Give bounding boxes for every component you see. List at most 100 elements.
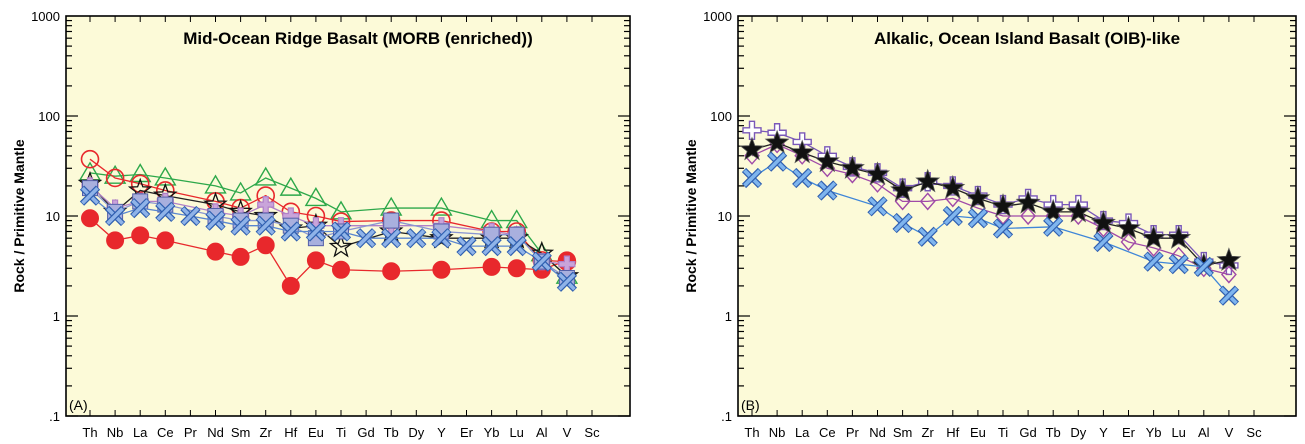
series-line [751, 160, 1230, 297]
x-tick-label-eu: Eu [308, 425, 324, 440]
data-point [482, 257, 501, 276]
x-tick-label-nb: Nb [769, 425, 786, 440]
data-point [839, 155, 865, 179]
y-axis-label: Rock / Primitive Mantle [683, 139, 699, 292]
data-point [430, 196, 453, 216]
data-point [1143, 251, 1164, 272]
data-point [1090, 209, 1116, 234]
data-point [406, 228, 427, 249]
data-point [1166, 225, 1192, 249]
y-tick-label: .1 [721, 409, 732, 424]
series-line [89, 158, 567, 263]
data-point [942, 205, 963, 227]
data-point [256, 236, 275, 255]
data-point [990, 193, 1016, 217]
data-point [281, 276, 300, 295]
series-4 [741, 151, 1240, 306]
data-point [965, 185, 991, 210]
data-point [130, 174, 150, 194]
data-point [890, 177, 916, 202]
data-point [180, 205, 201, 227]
data-point [279, 176, 303, 196]
data-point [456, 235, 477, 257]
data-point [481, 235, 502, 257]
data-point [330, 221, 352, 242]
data-point [864, 161, 891, 186]
data-point [106, 231, 125, 250]
data-point [867, 196, 888, 217]
data-point [431, 228, 452, 249]
data-point [1218, 285, 1240, 306]
x-tick-label-y: Y [1099, 425, 1108, 440]
x-tick-label-hf: Hf [946, 425, 959, 440]
x-tick-label-dy: Dy [408, 425, 424, 440]
data-point [917, 226, 938, 247]
x-tick-label-nb: Nb [107, 425, 124, 440]
data-point [1020, 206, 1037, 226]
y-tick-label: 1000 [703, 9, 732, 24]
data-point [230, 215, 251, 236]
x-tick-label-th: Th [82, 425, 97, 440]
y-tick-label: 10 [46, 209, 60, 224]
data-point [507, 259, 526, 278]
data-point [1220, 265, 1237, 284]
data-point [742, 120, 762, 140]
series-7 [79, 185, 578, 292]
x-tick-label-la: La [133, 425, 148, 440]
x-tick-label-y: Y [437, 425, 446, 440]
data-point [305, 221, 327, 242]
plot-frame [737, 15, 1297, 417]
data-point [1216, 247, 1242, 272]
x-tick-label-v: V [1225, 425, 1234, 440]
data-point [1168, 254, 1189, 275]
x-tick-label-zr: Zr [922, 425, 935, 440]
y-axis-ticks [66, 16, 630, 417]
y-tick-label: 1 [53, 309, 60, 324]
data-point [432, 260, 451, 279]
x-tick-label-nd: Nd [207, 425, 224, 440]
data-point [1141, 225, 1167, 249]
y-tick-label: .1 [49, 409, 60, 424]
data-point [817, 180, 838, 201]
data-point [892, 212, 913, 234]
chart-panel-b: 1000 100 10 1 .1 Th Nb La Ce Pr Nd Sm Zr Hf Eu Ti Gd Tb Dy… [683, 9, 1297, 440]
data-point [231, 247, 250, 266]
data-point [254, 166, 277, 186]
data-point [328, 234, 354, 258]
data-point [1093, 231, 1114, 253]
x-tick-label-yb: Yb [484, 425, 500, 440]
y-tick-label: 1 [725, 309, 732, 324]
series-line [89, 172, 568, 277]
data-point [255, 215, 276, 236]
data-point [128, 163, 152, 183]
data-point [915, 168, 941, 193]
data-point [306, 251, 325, 270]
data-point [280, 221, 301, 242]
data-point [79, 185, 101, 206]
data-point [1065, 198, 1091, 223]
chart-title: Alkalic, Ocean Island Basalt (OIB)-like [874, 29, 1180, 48]
x-tick-label-sm: Sm [893, 425, 913, 440]
panel-label: (A) [69, 397, 88, 413]
x-tick-label-dy: Dy [1070, 425, 1086, 440]
data-point [764, 129, 790, 154]
y-axis-ticks [738, 16, 1296, 417]
x-tick-label-hf: Hf [284, 425, 297, 440]
data-point [355, 228, 377, 249]
data-point [1120, 232, 1137, 252]
y-tick-label: 100 [710, 109, 732, 124]
series-line [89, 217, 568, 287]
data-point [383, 212, 400, 229]
data-point [940, 174, 966, 199]
y-tick-label: 100 [38, 109, 60, 124]
x-tick-label-nd: Nd [869, 425, 886, 440]
data-point [381, 228, 402, 249]
x-tick-label-th: Th [744, 425, 759, 440]
data-point [81, 209, 99, 228]
x-tick-label-ti: Ti [336, 425, 346, 440]
chart-panel-a: 1000 100 10 1 .1 Th Nb La Ce Pr Nd Sm Zr Hf Eu Ti Gd Tb Dy… [11, 9, 631, 440]
data-point [104, 205, 126, 227]
x-tick-label-er: Er [1122, 425, 1136, 440]
x-tick-label-al: Al [536, 425, 548, 440]
